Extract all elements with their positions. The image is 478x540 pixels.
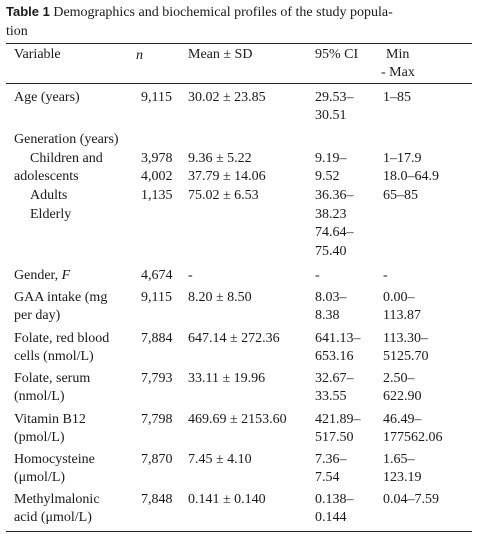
row-mma-minmax: 0.04–7.59 [383, 492, 439, 507]
row-adults-n: 4,002 [141, 169, 173, 184]
row-age-label: Age (years) [14, 90, 80, 105]
header-mean-sd: Mean ± SD [188, 47, 253, 62]
row-folate-rbc-ci-cont: 653.16 [315, 349, 354, 364]
row-folate-rbc-minmax-cont: 5125.70 [383, 349, 429, 364]
row-gender-minmax: - [383, 268, 388, 283]
row-gaa-ci-cont: 8.38 [315, 308, 340, 323]
row-children-label: Children and [30, 151, 103, 166]
row-hcy-n: 7,870 [141, 452, 173, 467]
row-elderly-ci: 74.64– [315, 225, 354, 240]
row-mma-ci: 0.138– [315, 492, 354, 507]
row-elderly-minmax: 65–85 [383, 188, 418, 203]
row-adults-mean: 37.79 ± 14.06 [188, 169, 266, 184]
row-mma-n: 7,848 [141, 492, 173, 507]
row-folate-rbc-mean: 647.14 ± 272.36 [188, 331, 280, 346]
row-gaa-ci: 8.03– [315, 290, 347, 305]
row-gender-label: Gender, F [14, 267, 70, 285]
header-minmax-cont: - Max [381, 65, 415, 80]
header-variable: Variable [14, 47, 61, 62]
header-minmax: Min [386, 47, 410, 62]
row-hcy-ci-cont: 7.54 [315, 470, 340, 485]
bottom-rule [6, 531, 472, 532]
row-gaa-label-cont: per day) [14, 308, 61, 323]
row-folate-rbc-label: Folate, red blood [14, 331, 110, 346]
row-folate-rbc-ci: 641.13– [315, 331, 361, 346]
header-ci: 95% CI [315, 47, 359, 62]
row-mma-label-cont: acid (μmol/L) [14, 510, 92, 525]
row-children-ci: 9.19– [315, 151, 347, 166]
row-age-ci: 29.53– [315, 90, 354, 105]
row-gender-text: Gender, [14, 268, 62, 283]
header-n: n [136, 48, 143, 63]
row-folate-serum-ci-cont: 33.55 [315, 389, 347, 404]
row-children-minmax: 1–17.9 [383, 151, 422, 166]
row-children-n: 3,978 [141, 151, 173, 166]
row-age-ci-cont: 30.51 [315, 108, 347, 123]
row-b12-ci: 421.89– [315, 412, 361, 427]
row-gender-f: F [61, 268, 71, 283]
row-folate-serum-label: Folate, serum [14, 371, 91, 386]
row-hcy-mean: 7.45 ± 4.10 [188, 452, 252, 467]
row-folate-serum-ci: 32.67– [315, 371, 354, 386]
header-rule [6, 83, 472, 84]
row-adults-minmax: 18.0–64.9 [383, 169, 439, 184]
top-rule [6, 43, 472, 44]
row-age-minmax: 1–85 [383, 90, 411, 105]
row-folate-serum-minmax-cont: 622.90 [383, 389, 422, 404]
row-b12-minmax: 46.49– [383, 412, 422, 427]
row-adults-label: Adults [30, 188, 68, 203]
row-elderly-label: Elderly [30, 207, 72, 222]
table-label: Table 1 [6, 4, 50, 19]
row-b12-ci-cont: 517.50 [315, 430, 354, 445]
row-age-mean: 30.02 ± 23.85 [188, 90, 266, 105]
row-gaa-minmax: 0.00– [383, 290, 415, 305]
row-adults-ci: 36.36– [315, 188, 354, 203]
row-b12-label: Vitamin B12 [14, 412, 86, 427]
row-gaa-n: 9,115 [141, 290, 172, 305]
row-children-label-cont: adolescents [14, 169, 79, 184]
row-gaa-label: GAA intake (mg [14, 290, 108, 305]
row-elderly-ci-cont: 75.40 [315, 244, 347, 259]
caption-text: Demographics and biochemical profiles of… [53, 5, 393, 20]
row-folate-serum-n: 7,793 [141, 371, 173, 386]
row-hcy-label: Homocysteine [14, 452, 95, 467]
row-age-n: 9,115 [141, 90, 172, 105]
row-mma-label: Methylmalonic [14, 492, 100, 507]
row-mma-ci-cont: 0.144 [315, 510, 347, 525]
row-hcy-minmax: 1.65– [383, 452, 415, 467]
row-gender-ci: - [315, 268, 320, 283]
row-b12-minmax-cont: 177562.06 [383, 430, 443, 445]
caption-text-cont: tion [6, 24, 28, 39]
row-gender-n: 4,674 [141, 268, 173, 283]
row-gender-mean: - [188, 268, 193, 283]
row-elderly-mean: 75.02 ± 6.53 [188, 188, 259, 203]
row-mma-mean: 0.141 ± 0.140 [188, 492, 266, 507]
row-elderly-n: 1,135 [141, 188, 173, 203]
row-folate-serum-mean: 33.11 ± 19.96 [188, 371, 266, 386]
row-b12-n: 7,798 [141, 412, 173, 427]
row-gaa-minmax-cont: 113.87 [383, 308, 421, 323]
row-b12-mean: 469.69 ± 2153.60 [188, 412, 287, 427]
row-folate-rbc-minmax: 113.30– [383, 331, 428, 346]
table-caption: Table 1 Demographics and biochemical pro… [6, 2, 472, 41]
row-adults-ci-cont: 38.23 [315, 207, 347, 222]
row-folate-rbc-n: 7,884 [141, 331, 173, 346]
row-hcy-ci: 7.36– [315, 452, 347, 467]
row-folate-serum-label-cont: (nmol/L) [14, 389, 65, 404]
row-children-mean: 9.36 ± 5.22 [188, 151, 252, 166]
row-b12-label-cont: (pmol/L) [14, 430, 65, 445]
row-folate-rbc-label-cont: cells (nmol/L) [14, 349, 94, 364]
row-hcy-label-cont: (μmol/L) [14, 470, 66, 485]
row-generation-label: Generation (years) [14, 132, 119, 147]
row-children-ci-cont: 9.52 [315, 169, 340, 184]
row-folate-serum-minmax: 2.50– [383, 371, 415, 386]
row-gaa-mean: 8.20 ± 8.50 [188, 290, 252, 305]
row-hcy-minmax-cont: 123.19 [383, 470, 422, 485]
